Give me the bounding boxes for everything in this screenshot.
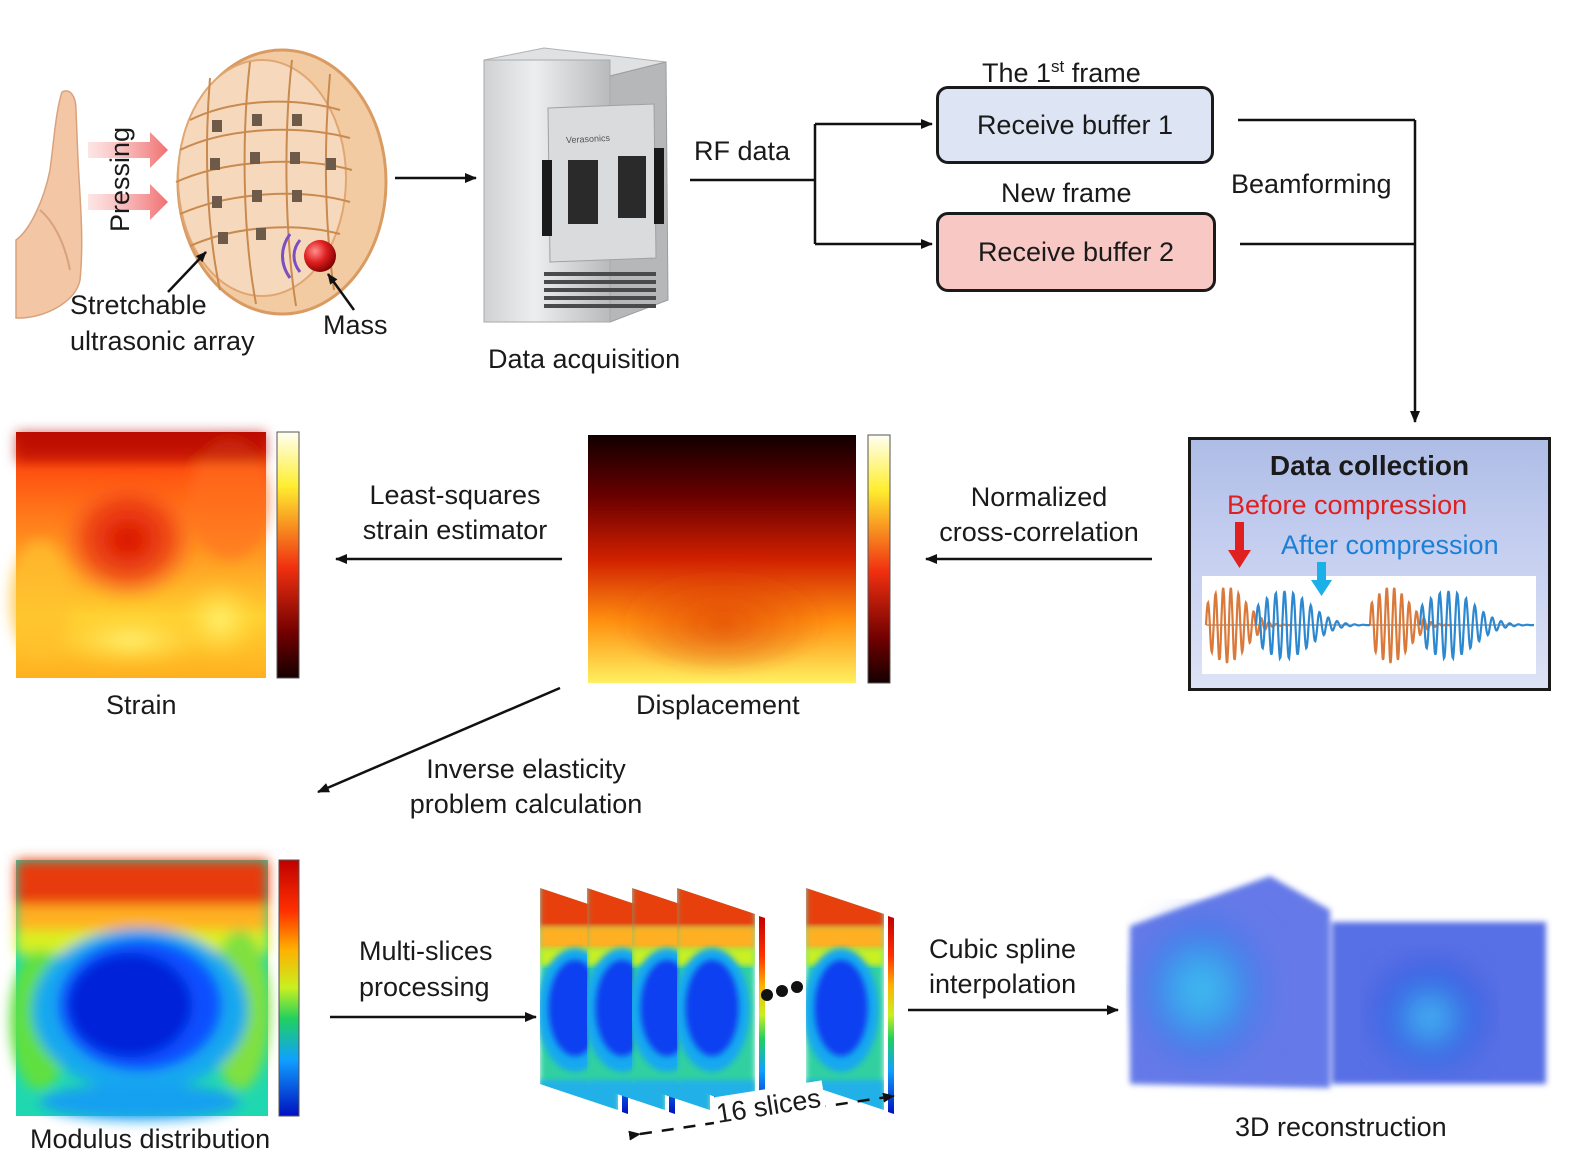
- data-collection-panel: Data collection Before compression After…: [1188, 437, 1551, 691]
- inverse-label-line2: problem calculation: [409, 789, 643, 819]
- ls-label-line2: strain estimator: [362, 515, 548, 545]
- hand-illustration: [15, 90, 83, 319]
- before-compression-label: Before compression: [1227, 490, 1468, 520]
- displacement-label: Displacement: [636, 690, 800, 720]
- array-label-line1: Stretchable: [70, 290, 207, 320]
- modulus-map: [10, 860, 270, 1120]
- data-collection-title: Data collection: [1269, 450, 1470, 481]
- first-frame-label: The 1st frame: [982, 50, 1141, 90]
- rf-data-label: RF data: [694, 136, 791, 166]
- reconstruction-label: 3D reconstruction: [1235, 1112, 1447, 1142]
- beamforming-label: Beamforming: [1231, 169, 1392, 199]
- pressing-label: Pressing: [105, 126, 135, 232]
- modulus-label: Modulus distribution: [30, 1124, 271, 1154]
- ls-label-line1: Least-squares: [369, 480, 541, 510]
- modulus-colorbar: [278, 859, 300, 1117]
- new-frame-label: New frame: [1001, 178, 1132, 208]
- displacement-colorbar: [867, 434, 891, 684]
- cubic-label-line2: interpolation: [929, 969, 1077, 999]
- receive-buffer-2: Receive buffer 2: [936, 212, 1216, 292]
- strain-label: Strain: [106, 690, 177, 720]
- cubic-label-line1: Cubic spline: [929, 934, 1077, 964]
- strain-colorbar: [276, 431, 300, 679]
- first-frame-prefix: The 1: [982, 58, 1052, 88]
- after-compression-label: After compression: [1281, 530, 1499, 560]
- multi-slices-label-line1: Multi-slices: [359, 936, 493, 966]
- ncc-label-line2: cross-correlation: [939, 517, 1139, 547]
- stretchable-array-illustration: [175, 48, 388, 316]
- mass-label: Mass: [323, 310, 388, 340]
- ultrasound-wave-icon: [281, 233, 302, 279]
- first-frame-superscript: st: [1051, 57, 1065, 76]
- strain-map: [10, 432, 270, 678]
- array-label-line2: ultrasonic array: [70, 326, 255, 356]
- modulus-slices-stack: [540, 888, 894, 1114]
- slice-panel: [677, 888, 765, 1114]
- pressing-arrows: [88, 132, 168, 220]
- receive-buffer-1: Receive buffer 1: [936, 86, 1214, 164]
- first-frame-suffix: frame: [1064, 58, 1141, 88]
- displacement-map: [588, 435, 856, 683]
- mass-sphere: [304, 240, 336, 272]
- ncc-label-line1: Normalized: [970, 482, 1108, 512]
- multi-slices-label-line2: processing: [359, 972, 490, 1002]
- inverse-label-line1: Inverse elasticity: [426, 754, 626, 784]
- more-slices-dots: [761, 981, 803, 1001]
- data-acquisition-label: Data acquisition: [488, 344, 681, 374]
- data-acquisition-device: [483, 47, 669, 323]
- reconstruction-3d: [1130, 876, 1546, 1088]
